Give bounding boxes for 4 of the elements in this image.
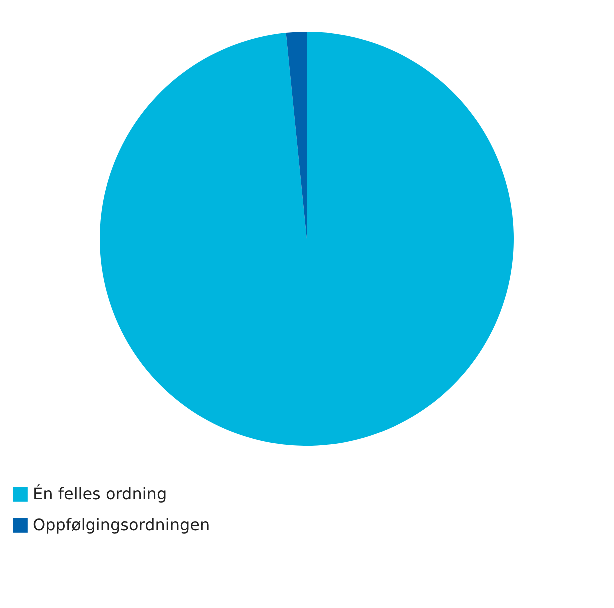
legend-label: Oppfølgingsordningen: [33, 516, 210, 534]
pie-slice: [286, 32, 307, 239]
legend-label: Én felles ordning: [33, 484, 168, 504]
pie-slice: [100, 32, 514, 446]
